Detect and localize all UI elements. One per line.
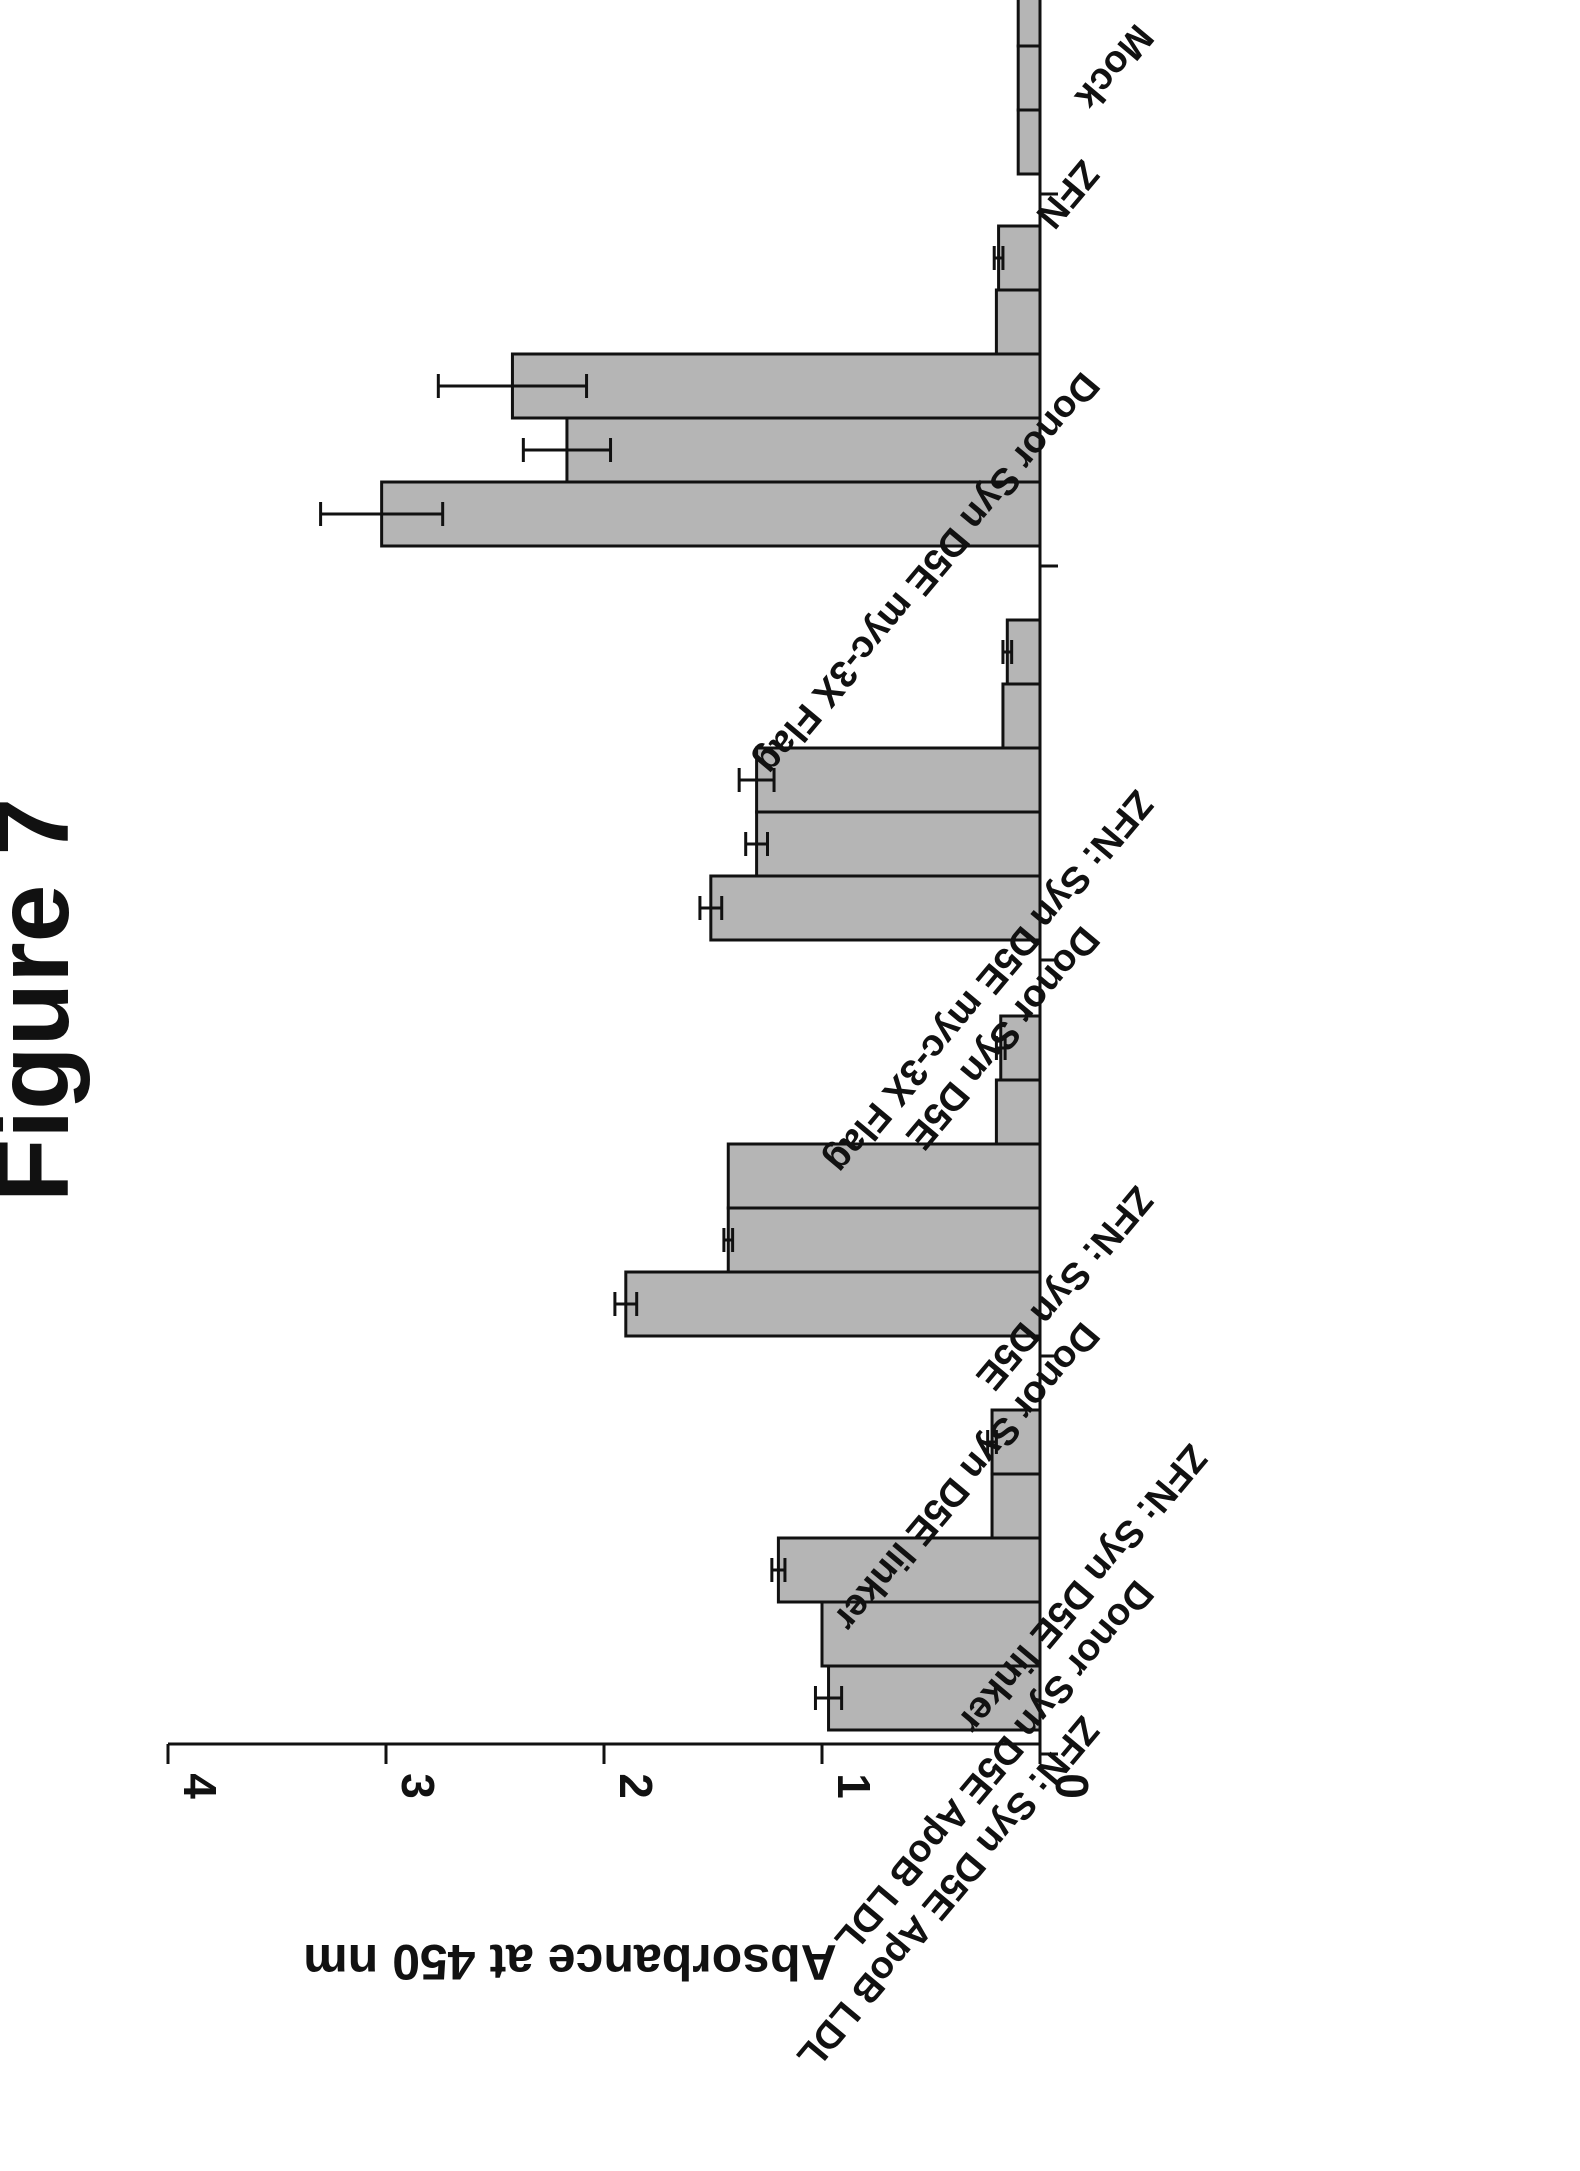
category-label: ZFN: Syn D5E ApoB LDL (788, 1708, 1107, 2077)
value-tick-label: 4 (174, 1773, 226, 1799)
bar (1016, 108, 1042, 176)
category-label: Mock (1066, 16, 1161, 118)
value-axis-ticks: 0 1 2 3 4 (166, 1744, 1098, 1799)
bar (755, 810, 1042, 878)
value-tick-label: 1 (828, 1773, 880, 1799)
bar (510, 352, 1042, 420)
bar (709, 874, 1042, 942)
bar (994, 1078, 1042, 1146)
value-tick-label: 0 (1046, 1773, 1098, 1799)
bar (827, 1664, 1042, 1732)
bar-series (319, 0, 1058, 1756)
bar (1016, 0, 1042, 48)
bar (820, 1600, 1042, 1668)
bar (1001, 682, 1042, 750)
bar (990, 1472, 1042, 1540)
bar (990, 1408, 1042, 1476)
bar (999, 1014, 1042, 1082)
bar (624, 1270, 1042, 1338)
bar (776, 1536, 1042, 1604)
bar (1016, 44, 1042, 112)
bar (994, 288, 1042, 356)
bar (997, 224, 1042, 292)
bar (726, 1206, 1042, 1274)
bar (726, 1142, 1042, 1210)
bar (565, 416, 1042, 484)
value-tick-label: 3 (392, 1773, 444, 1799)
value-tick-label: 2 (610, 1773, 662, 1799)
y-axis-title: Absorbance at 450 nm (303, 1934, 837, 1990)
figure-title: Figure 7 (0, 798, 91, 1203)
